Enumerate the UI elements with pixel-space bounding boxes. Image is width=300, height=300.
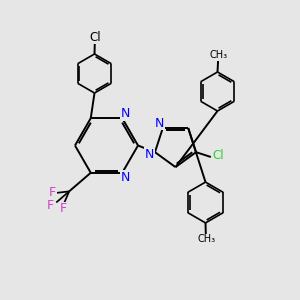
Text: N: N <box>154 117 164 130</box>
Text: F: F <box>60 202 67 215</box>
Text: N: N <box>145 148 154 160</box>
Text: N: N <box>120 107 130 120</box>
Text: Cl: Cl <box>213 149 224 162</box>
Text: CH₃: CH₃ <box>197 234 215 244</box>
Text: N: N <box>120 171 130 184</box>
Text: Cl: Cl <box>89 31 100 44</box>
Text: F: F <box>46 199 53 212</box>
Text: F: F <box>49 186 56 200</box>
Text: CH₃: CH₃ <box>209 50 227 61</box>
